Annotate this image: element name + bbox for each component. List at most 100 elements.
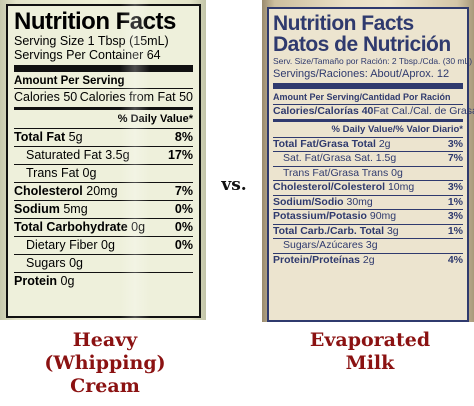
nutrient-label: Trans Fat xyxy=(26,166,80,180)
nutrient-name-amount: Trans Fat/Grasa Trans 0g xyxy=(283,167,403,181)
nutrient-row: Sugars 0g xyxy=(14,254,193,272)
nutrient-label: Saturated Fat xyxy=(26,148,102,162)
calories: Calories 50 xyxy=(14,90,78,104)
nutrient-label: Total Carb./Carb. Total xyxy=(273,224,385,237)
nutrient-name-amount: Cholesterol/Colesterol 10mg xyxy=(273,181,414,195)
nutrient-label: Total Carbohydrate xyxy=(14,220,128,234)
calories-row: Calories 50 Calories from Fat 50 xyxy=(14,88,193,106)
daily-value-percent: 0% xyxy=(174,220,193,234)
heavy-cream-caption: Heavy (Whipping) Cream xyxy=(30,329,180,398)
nutrient-row: Sat. Fat/Grasa Sat. 1.5g 7% xyxy=(273,151,463,166)
nutrient-label: Sat. Fat/Grasa Sat. xyxy=(283,152,373,164)
daily-value-percent: 1% xyxy=(447,224,463,237)
nutrient-amount: 0g xyxy=(101,238,115,252)
nutrient-name-amount: Dietary Fiber 0g xyxy=(26,237,115,254)
evaporated-milk-nutrition-panel: Nutrition Facts Datos de Nutrición Serv.… xyxy=(267,7,474,322)
nutrient-label: Cholesterol xyxy=(14,184,83,198)
nutrient-amount: 1.5g xyxy=(375,152,397,164)
divider xyxy=(273,119,463,122)
nutrient-row: Sodium 5mg 0% xyxy=(14,200,193,218)
nutrient-label: Sugars/Azúcares xyxy=(283,239,363,251)
nutrient-amount: 5g xyxy=(68,130,83,144)
nutrient-name-amount: Sat. Fat/Grasa Sat. 1.5g xyxy=(283,152,396,166)
nutrient-amount: 5mg xyxy=(63,202,88,216)
nutrient-name-amount: Sodium 5mg xyxy=(14,201,88,218)
nutrient-amount: 0g xyxy=(60,274,75,288)
nutrient-row: Trans Fat/Grasa Trans 0g xyxy=(273,165,463,181)
nutrient-amount: 3g xyxy=(386,224,399,237)
nutrient-name-amount: Total Fat/Grasa Total 2g xyxy=(273,138,391,152)
nutrient-row: Cholesterol/Colesterol 10mg 3% xyxy=(273,180,463,195)
nutrient-row: Total Fat 5g 8% xyxy=(14,128,193,146)
nutrient-name-amount: Saturated Fat 3.5g xyxy=(26,147,130,164)
nutrient-label: Trans Fat/Grasa Trans xyxy=(283,166,389,179)
caption-line: (Whipping) xyxy=(44,352,166,374)
nutrient-row: Protein/Proteínas 2g 4% xyxy=(273,252,463,268)
nutrient-name-amount: Potassium/Potasio 90mg xyxy=(273,210,396,224)
nutrient-name-amount: Protein 0g xyxy=(14,273,74,290)
daily-value-percent: 0% xyxy=(174,238,193,252)
nutrient-amount: 0g xyxy=(69,256,83,270)
panel-subtitle: Datos de Nutrición xyxy=(273,33,451,56)
nutrient-name-amount: Cholesterol 20mg xyxy=(14,183,118,200)
daily-value-percent: 7% xyxy=(174,184,193,198)
nutrient-name-amount: Sugars 0g xyxy=(26,255,83,272)
nutrient-label: Sodium/Sodio xyxy=(273,195,344,208)
nutrient-name-amount: Trans Fat 0g xyxy=(26,165,96,182)
daily-value-header: % Daily Value/% Valor Diario* xyxy=(331,124,463,135)
nutrient-row: Total Fat/Grasa Total 2g 3% xyxy=(273,136,463,152)
panel-title: Nutrition Facts xyxy=(273,12,414,35)
daily-value-percent: 17% xyxy=(167,148,193,162)
divider xyxy=(273,83,463,89)
daily-value-percent: 7% xyxy=(447,152,463,164)
caption-line: Evaporated xyxy=(309,329,431,351)
nutrient-name-amount: Protein/Proteínas 2g xyxy=(273,254,375,268)
heavy-cream-label-photo: Nutrition Facts Serving Size 1 Tbsp (15m… xyxy=(0,0,206,320)
nutrient-amount: 2g xyxy=(362,253,375,266)
calories-from-fat: Fat Cal./Cal. de Grasa 20 xyxy=(373,104,474,117)
nutrient-label: Total Fat/Grasa Total xyxy=(273,137,376,150)
calories-row: Calories/Calorías 40 Fat Cal./Cal. de Gr… xyxy=(273,103,474,119)
daily-value-percent: 3% xyxy=(447,137,463,150)
daily-value-percent: 0% xyxy=(174,202,193,216)
caption-line: Heavy xyxy=(72,329,138,351)
daily-value-percent: 1% xyxy=(447,195,463,208)
calories: Calories/Calorías 40 xyxy=(273,104,374,117)
daily-value-header: % Daily Value* xyxy=(117,113,193,125)
nutrient-amount: 2g xyxy=(378,137,391,150)
nutrient-name-amount: Total Fat 5g xyxy=(14,129,83,146)
nutrient-name-amount: Total Carbohydrate 0g xyxy=(14,219,145,236)
daily-value-percent: 4% xyxy=(447,253,463,266)
nutrient-amount: 20mg xyxy=(86,184,118,198)
nutrient-label: Cholesterol/Colesterol xyxy=(273,181,386,193)
nutrient-label: Potassium/Potasio xyxy=(273,210,367,222)
nutrient-label: Dietary Fiber xyxy=(26,238,98,252)
nutrient-amount: 3.5g xyxy=(105,148,130,162)
nutrient-row: Protein 0g xyxy=(14,272,193,290)
nutrient-name-amount: Sodium/Sodio 30mg xyxy=(273,196,373,210)
evaporated-milk-caption: Evaporated Milk xyxy=(290,329,450,375)
daily-value-percent: 3% xyxy=(447,181,463,193)
divider xyxy=(14,65,193,72)
nutrient-amount: 3g xyxy=(365,239,378,251)
caption-line: Cream xyxy=(70,375,140,397)
nutrient-label: Protein/Proteínas xyxy=(273,253,360,266)
nutrient-label: Sugars xyxy=(26,256,66,270)
evaporated-milk-label-photo: Nutrition Facts Datos de Nutrición Serv.… xyxy=(262,0,474,322)
serving-size: Serving Size 1 Tbsp (15mL) xyxy=(14,34,169,48)
divider xyxy=(14,107,193,110)
heavy-cream-nutrition-panel: Nutrition Facts Serving Size 1 Tbsp (15m… xyxy=(6,4,201,318)
nutrient-label: Sodium xyxy=(14,202,60,216)
nutrient-row: Sodium/Sodio 30mg 1% xyxy=(273,194,463,210)
serving-size: Serv. Size/Tamaño por Ración: 2 Tbsp./Cd… xyxy=(273,56,473,66)
nutrient-row: Total Carb./Carb. Total 3g 1% xyxy=(273,223,463,239)
daily-value-percent: 3% xyxy=(447,210,463,222)
servings-per-container: Servings Per Container 64 xyxy=(14,48,161,62)
calories-from-fat: Calories from Fat 50 xyxy=(79,90,193,104)
nutrient-label: Protein xyxy=(14,274,58,288)
nutrient-row: Dietary Fiber 0g 0% xyxy=(14,236,193,254)
caption-line: Milk xyxy=(345,352,395,374)
panel-title: Nutrition Facts xyxy=(14,8,176,35)
amount-per-serving: Amount Per Serving/Cantidad Por Ración xyxy=(273,92,451,102)
nutrient-row: Cholesterol 20mg 7% xyxy=(14,182,193,200)
